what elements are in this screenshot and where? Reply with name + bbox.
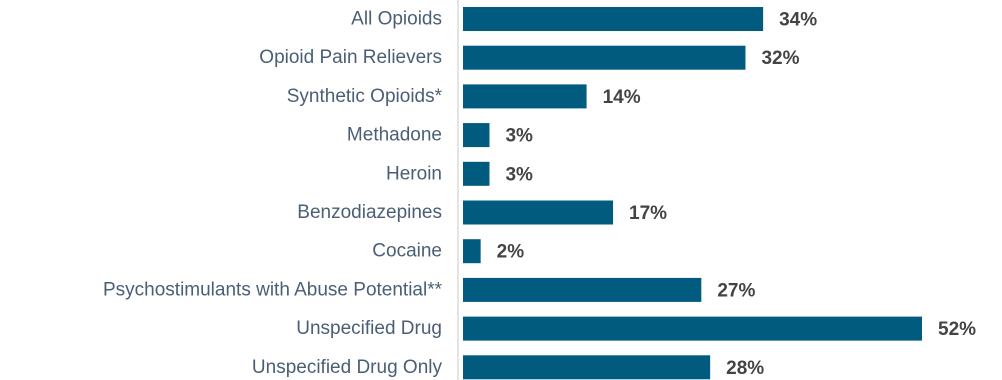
value-label: 32% (761, 48, 799, 69)
value-label: 28% (726, 358, 764, 379)
bar (463, 45, 746, 70)
bar (463, 123, 490, 148)
value-label: 14% (603, 87, 641, 108)
category-label: Benzodiazepines (297, 202, 442, 223)
bars (463, 7, 922, 380)
bar (463, 7, 764, 31)
category-labels: All Opioids Opioid Pain Relievers Syntheti… (103, 9, 443, 378)
category-label: All Opioids (351, 9, 442, 30)
category-label: Methadone (347, 125, 442, 146)
bar (463, 277, 702, 302)
bar (463, 200, 614, 225)
value-label: 27% (717, 280, 755, 301)
category-label: Unspecified Drug (296, 318, 442, 339)
category-label: Opioid Pain Relievers (259, 47, 442, 68)
bar (463, 239, 481, 264)
value-labels: 34% 32% 14% 3% 3% 17% 2% 27% 52% 28% (497, 10, 976, 379)
value-label: 3% (505, 164, 533, 185)
bar (463, 161, 490, 186)
category-label: Cocaine (372, 241, 442, 262)
category-label: Heroin (386, 163, 442, 184)
value-label: 3% (505, 126, 533, 147)
bar (463, 316, 922, 341)
bar (463, 84, 587, 109)
category-label: Synthetic Opioids* (287, 86, 443, 107)
category-label: Psychostimulants with Abuse Potential** (103, 279, 443, 300)
value-label: 34% (779, 10, 817, 31)
value-label: 2% (497, 242, 525, 263)
category-label: Unspecified Drug Only (252, 357, 443, 378)
value-label: 52% (938, 319, 976, 340)
bar (463, 355, 711, 380)
value-label: 17% (629, 203, 667, 224)
